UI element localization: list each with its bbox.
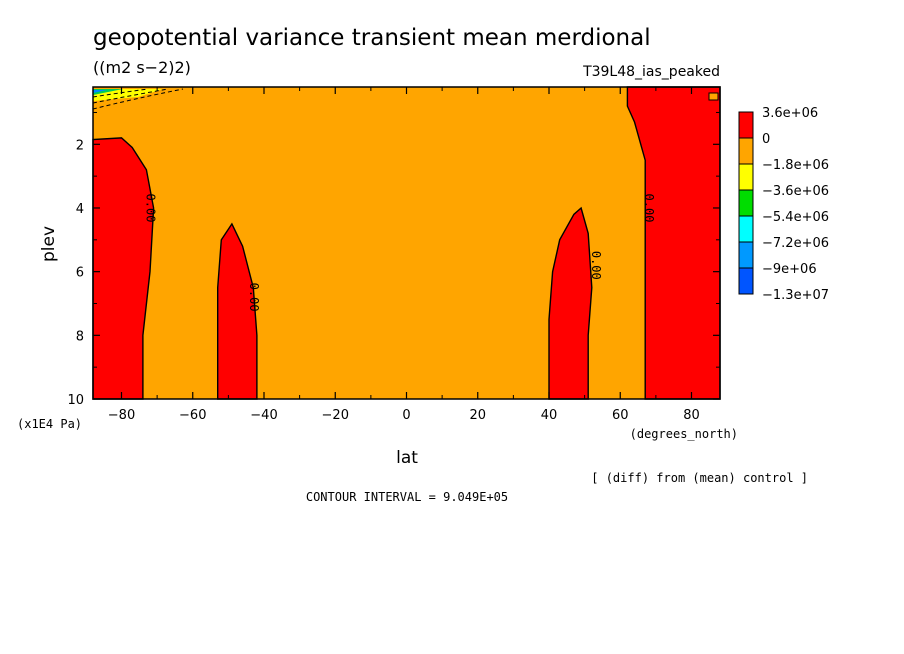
x-tick-label: −80 [108,408,135,423]
negative-contours [92,88,184,110]
legend-swatch [738,215,754,243]
contour-fill-blue [93,90,107,93]
contour-label: 0.00 [143,194,157,223]
chart-units: ((m2 s−2)2) [93,58,191,77]
legend-label: −1.8e+06 [762,158,829,173]
contour-line-negative [92,88,169,104]
contour-line-negative [92,88,149,98]
legend-swatch [738,189,754,217]
contour-label: 0.00 [589,251,603,280]
diff-note: [ (diff) from (mean) control ] [591,471,808,485]
legend-swatch [738,137,754,165]
plot-area: 0.00 0.00 0.00 0.00 [92,86,721,400]
legend-label: −1.3e+07 [762,288,829,303]
contour-interval: CONTOUR INTERVAL = 9.049E+05 [306,490,508,504]
legend-label: 0 [762,132,770,147]
x-tick-label: 20 [469,408,486,423]
contour-label: 0.00 [247,283,261,312]
y-axis-ticks: 2 4 6 8 10 [67,111,720,408]
x-tick-label: 40 [541,408,558,423]
x-tick-label: 60 [612,408,629,423]
run-label: T39L48_ias_peaked [582,64,720,80]
color-legend: 3.6e+06 0 −1.8e+06 −3.6e+06 −5.4e+06 −7.2e+06… [738,106,829,303]
legend-swatch [738,163,754,191]
legend-swatch [738,111,754,139]
y-axis-units: (x1E4 Pa) [17,417,82,431]
y-tick-label: 2 [76,138,84,153]
contour-fill-yellow [93,89,163,101]
x-axis-ticks: −80 −60 −40 −20 0 20 40 60 80 [108,87,700,423]
x-axis-label: lat [396,448,418,468]
x-tick-label: 0 [402,408,410,423]
legend-label: −3.6e+06 [762,184,829,199]
legend-label: 3.6e+06 [762,106,818,121]
y-tick-label: 4 [76,202,84,217]
x-tick-label: −60 [179,408,206,423]
legend-label: −5.4e+06 [762,210,829,225]
region-south-polar [92,137,155,400]
legend-label: −9e+06 [762,262,817,277]
chart-title: geopotential variance transient mean mer… [93,25,651,51]
contour-line-negative [92,88,184,110]
plot-background [93,87,720,399]
legend-swatch [738,267,754,295]
legend-swatch [738,241,754,269]
x-axis-units: (degrees_north) [630,427,738,441]
y-tick-label: 8 [76,329,84,344]
y-tick-label: 10 [67,393,84,408]
legend-label: −7.2e+06 [762,236,829,251]
x-tick-label: 80 [683,408,700,423]
contour-label: 0.00 [642,194,656,223]
x-tick-label: −20 [322,408,349,423]
x-tick-label: −40 [250,408,277,423]
region-north-midlat [548,206,593,400]
y-tick-label: 6 [76,266,84,281]
contour-patch-right [708,92,719,101]
y-axis-label: plev [39,226,59,262]
region-south-midlat [216,222,258,400]
